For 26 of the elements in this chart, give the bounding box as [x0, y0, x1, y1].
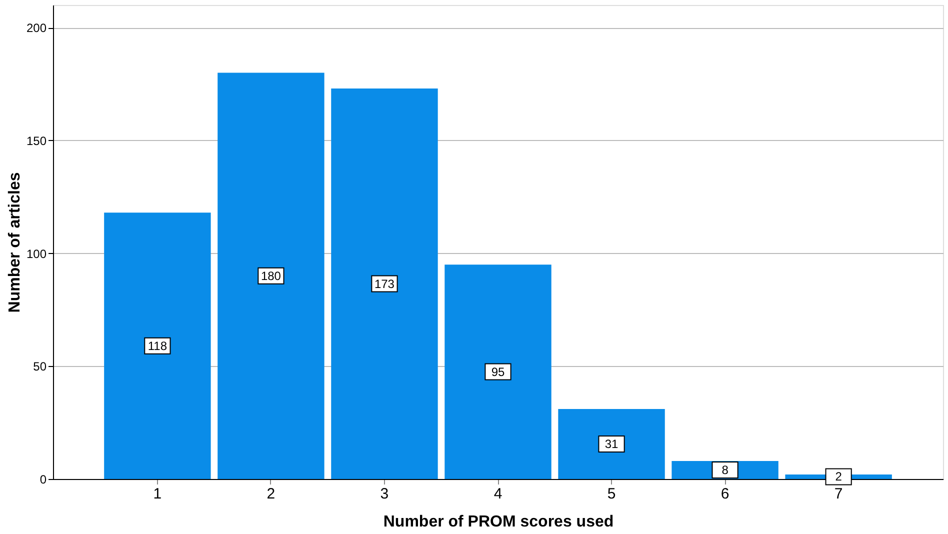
bar: [558, 409, 665, 479]
x-tick-label: 6: [720, 486, 730, 502]
x-axis-title: Number of PROM scores used: [383, 514, 614, 530]
x-tick-label: 2: [266, 486, 276, 502]
x-tick-label: 4: [494, 486, 502, 502]
data-label: 2: [835, 470, 842, 484]
x-tick-label: 1: [153, 486, 162, 502]
bar: [104, 212, 211, 479]
y-tick-label: 200: [26, 21, 47, 36]
data-label: 8: [722, 462, 729, 477]
y-tick-label: 150: [26, 134, 47, 148]
data-label: 173: [374, 276, 395, 291]
x-tick-label: 5: [607, 486, 616, 502]
y-tick-label: 0: [40, 472, 47, 486]
data-label: 95: [491, 364, 505, 379]
bar: [444, 264, 552, 479]
y-axis-title: Number of articles: [6, 172, 24, 313]
data-label: 180: [260, 268, 282, 283]
y-tick-label: 100: [26, 246, 47, 261]
data-label: 31: [604, 437, 619, 452]
y-tick-label: 50: [33, 360, 47, 374]
bar: [218, 72, 324, 479]
x-tick-label: 7: [834, 486, 843, 502]
data-label: 118: [148, 338, 168, 353]
x-tick-label: 3: [380, 486, 389, 502]
bar: [331, 88, 438, 479]
